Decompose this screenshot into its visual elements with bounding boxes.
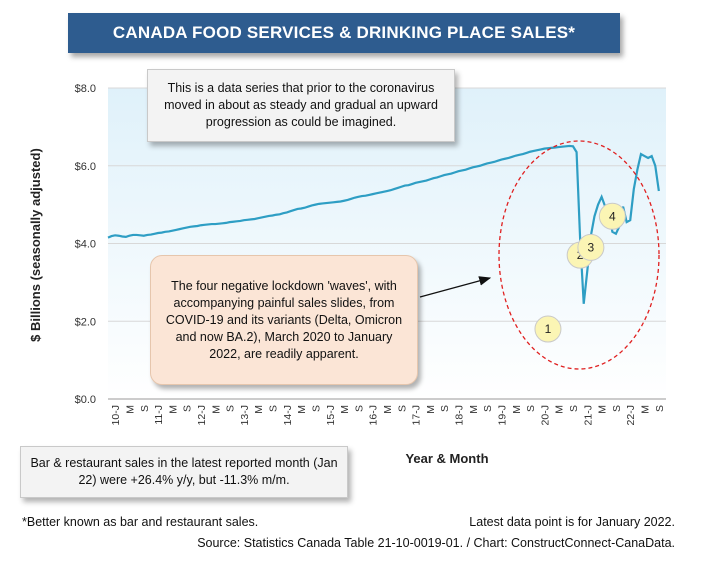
x-tick-label: M (253, 405, 265, 414)
x-tick-label: S (568, 405, 580, 412)
x-tick-label: M (425, 405, 437, 414)
x-tick-label: M (382, 405, 394, 414)
x-tick-label: S (310, 405, 322, 412)
x-tick-label: S (439, 405, 451, 412)
x-tick-label: S (482, 405, 494, 412)
wave-marker-circle (577, 233, 605, 261)
x-tick-label: M (597, 405, 609, 414)
source-note: Source: Statistics Canada Table 21-10-00… (197, 536, 675, 550)
x-tick-label: 15-J (325, 405, 337, 425)
wave-marker-label: 1 (545, 322, 552, 336)
y-tick-label: $6.0 (75, 161, 96, 173)
wave-marker-circle (598, 202, 626, 230)
note-pre-covid-text: This is a data series that prior to the … (164, 81, 438, 129)
x-tick-label: M (339, 405, 351, 414)
x-tick-label: 12-J (196, 405, 208, 425)
x-tick-label: S (268, 405, 280, 412)
x-tick-label: 22-J (625, 405, 637, 425)
covid-period-ellipse (498, 140, 660, 370)
x-tick-label: S (396, 405, 408, 412)
y-tick-label: $2.0 (75, 316, 96, 328)
x-tick-label: 14-J (282, 405, 294, 425)
note-lockdown-waves: The four negative lockdown 'waves', with… (150, 255, 418, 385)
x-tick-label: S (353, 405, 365, 412)
x-tick-label: M (554, 405, 566, 414)
wave-marker-label: 4 (609, 209, 616, 223)
x-tick-label: 21-J (582, 405, 594, 425)
x-tick-label: S (525, 405, 537, 412)
chart-title: CANADA FOOD SERVICES & DRINKING PLACE SA… (68, 13, 620, 53)
x-tick-label: 18-J (454, 405, 466, 425)
x-tick-label: 17-J (411, 405, 423, 425)
x-tick-label: S (225, 405, 237, 412)
wave-marker-circle (534, 315, 562, 343)
y-axis-label: $ Billions (seasonally adjusted) (28, 148, 43, 342)
x-axis-label: Year & Month (405, 451, 488, 466)
y-axis-ticks: $0.0 $2.0 $4.0 $6.0 $8.0 (75, 83, 96, 406)
note-latest-month-text: Bar & restaurant sales in the latest rep… (30, 456, 338, 487)
note-pre-covid: This is a data series that prior to the … (147, 69, 455, 142)
series-line (107, 144, 660, 304)
x-tick-label: S (182, 405, 194, 412)
x-tick-label: M (468, 405, 480, 414)
x-tick-label: M (640, 405, 652, 414)
wave-markers: 1234 (534, 202, 626, 343)
latest-data-note: Latest data point is for January 2022. (469, 515, 675, 529)
note-lockdown-waves-text: The four negative lockdown 'waves', with… (165, 278, 403, 361)
wave-marker-label: 3 (588, 240, 595, 254)
note-latest-month: Bar & restaurant sales in the latest rep… (20, 446, 348, 498)
x-tick-label: 20-J (539, 405, 551, 425)
x-tick-label: 10-J (110, 405, 122, 425)
y-tick-label: $8.0 (75, 83, 96, 95)
x-tick-label: S (654, 405, 666, 412)
x-tick-label: M (124, 405, 136, 414)
callout-arrow (419, 276, 492, 298)
y-tick-label: $0.0 (75, 394, 96, 406)
x-tick-label: 19-J (496, 405, 508, 425)
x-tick-label: M (511, 405, 523, 414)
footnote: *Better known as bar and restaurant sale… (22, 515, 259, 529)
x-tick-label: M (167, 405, 179, 414)
x-tick-label: 16-J (368, 405, 380, 425)
x-tick-label: S (139, 405, 151, 412)
y-tick-label: $4.0 (75, 239, 96, 251)
x-tick-label: S (611, 405, 623, 412)
x-tick-label: M (210, 405, 222, 414)
x-axis-ticks: 10-J M S 11-J M S 12-J M S 13-J M S 14-J M S 15-J M S 16-J… (110, 405, 666, 425)
x-tick-label: M (296, 405, 308, 414)
x-tick-label: 13-J (239, 405, 251, 425)
x-tick-label: 11-J (153, 405, 165, 425)
